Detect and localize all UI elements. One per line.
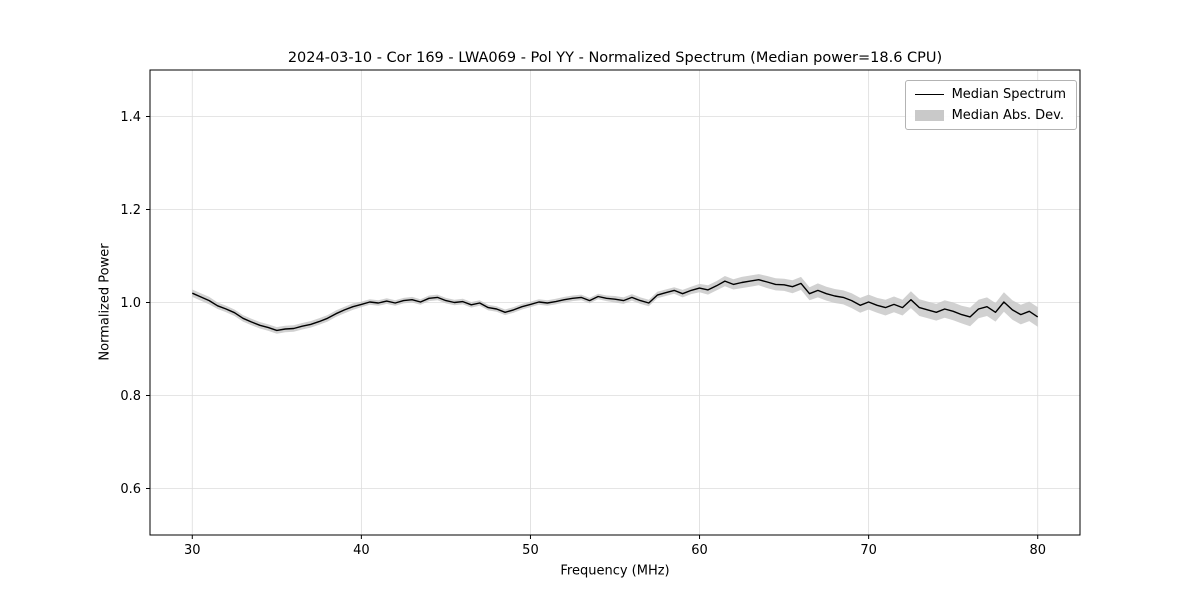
svg-text:0.6: 0.6: [120, 482, 141, 497]
svg-text:30: 30: [184, 543, 201, 558]
svg-text:80: 80: [1029, 543, 1046, 558]
legend-label-median-spectrum: Median Spectrum: [951, 87, 1066, 102]
svg-text:0.8: 0.8: [120, 389, 141, 404]
svg-text:40: 40: [353, 543, 370, 558]
svg-text:1.2: 1.2: [120, 203, 141, 218]
legend-item-median-abs-dev: Median Abs. Dev.: [914, 108, 1066, 123]
svg-text:50: 50: [522, 543, 539, 558]
svg-text:70: 70: [860, 543, 877, 558]
median-spectrum-line-swatch: [914, 94, 944, 95]
chart-title: 2024-03-10 - Cor 169 - LWA069 - Pol YY -…: [287, 50, 943, 66]
svg-text:1.4: 1.4: [120, 110, 141, 125]
svg-text:60: 60: [691, 543, 708, 558]
y-axis-label: Normalized Power: [97, 243, 113, 361]
legend: Median Spectrum Median Abs. Dev.: [904, 80, 1077, 130]
legend-item-median-spectrum: Median Spectrum: [914, 87, 1066, 102]
x-axis-label: Frequency (MHz): [560, 563, 670, 579]
median-abs-dev-band-swatch: [914, 110, 944, 121]
legend-label-median-abs-dev: Median Abs. Dev.: [951, 108, 1065, 123]
svg-text:1.0: 1.0: [120, 296, 141, 311]
